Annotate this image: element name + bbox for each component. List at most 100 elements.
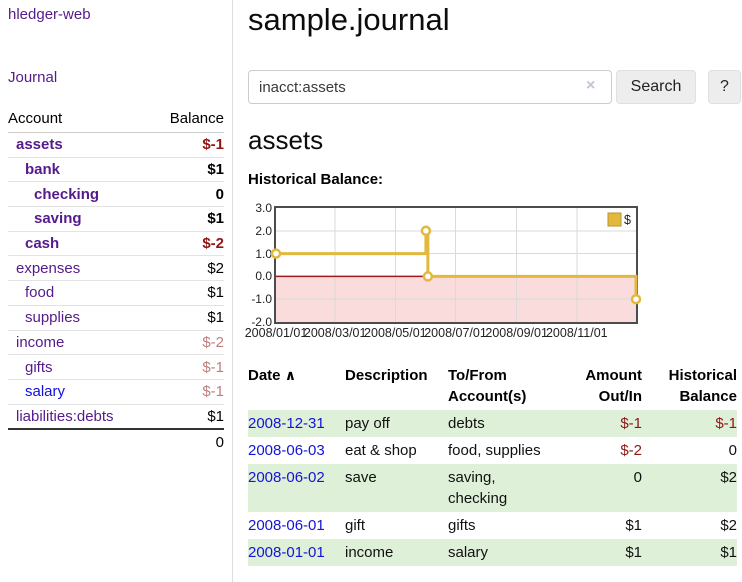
sidebar-account-row: liabilities:debts $1 xyxy=(8,405,224,429)
sidebar-account-balance: $1 xyxy=(207,309,224,327)
y-tick-label: -1.0 xyxy=(251,292,272,307)
transaction-date-link[interactable]: 2008-06-01 xyxy=(248,517,325,534)
transaction-date-link[interactable]: 2008-01-01 xyxy=(248,544,325,561)
transaction-balance: $-1 xyxy=(715,415,737,432)
sidebar-account-row: supplies $1 xyxy=(8,306,224,331)
sidebar-account-link[interactable]: bank xyxy=(25,161,61,179)
search-form: × Search ? xyxy=(248,70,742,104)
sidebar-account-link[interactable]: liabilities:debts xyxy=(16,407,114,425)
column-header-date[interactable]: Date ∧ xyxy=(248,362,345,410)
sidebar-account-row: gifts $-1 xyxy=(8,355,224,380)
sidebar-divider xyxy=(232,0,233,582)
transaction-accounts: saving, checking xyxy=(448,469,508,507)
transaction-balance: 0 xyxy=(728,442,737,459)
page-title: sample.journal xyxy=(248,2,450,37)
sidebar-account-balance: $1 xyxy=(207,210,224,228)
sidebar-account-balance: 0 xyxy=(215,185,224,203)
help-button[interactable]: ? xyxy=(708,70,741,104)
sidebar-account-balance: $-2 xyxy=(202,235,224,253)
accounts-total-value: 0 xyxy=(215,434,224,452)
column-header-description: Description xyxy=(345,367,428,384)
transaction-accounts: debts xyxy=(448,415,485,432)
transaction-amount: 0 xyxy=(633,469,642,486)
legend-label: $ xyxy=(624,213,631,227)
transaction-balance: $1 xyxy=(720,544,737,561)
sidebar-account-link[interactable]: income xyxy=(16,333,65,351)
transaction-date-link[interactable]: 2008-06-02 xyxy=(248,469,325,486)
chart-plot-area: $ xyxy=(270,206,642,324)
sidebar-account-balance: $-2 xyxy=(202,333,224,351)
sidebar-account-link[interactable]: expenses xyxy=(16,259,81,277)
transaction-balance: $2 xyxy=(720,469,737,486)
data-point-marker xyxy=(422,271,434,282)
y-tick-label: 3.0 xyxy=(255,201,272,215)
x-tick-label: 2008/07/01 xyxy=(424,326,487,340)
accounts-header-balance: Balance xyxy=(169,110,224,127)
transaction-date-link[interactable]: 2008-06-03 xyxy=(248,442,325,459)
accounts-tree-header: Account Balance xyxy=(8,106,224,133)
sidebar-account-link[interactable]: assets xyxy=(16,136,63,154)
accounts-header-account: Account xyxy=(8,110,63,127)
register-row: 2008-01-01 income salary $1 $1 xyxy=(248,539,737,566)
sidebar-account-row: food $1 xyxy=(8,281,224,306)
sidebar: hledger-web Journal Account Balance asse… xyxy=(0,0,232,582)
transaction-balance: $2 xyxy=(720,517,737,534)
sidebar-account-balance: $1 xyxy=(207,161,224,179)
x-tick-label: 2008/01/01 xyxy=(244,326,308,340)
transaction-description: eat & shop xyxy=(345,442,417,459)
sidebar-account-link[interactable]: supplies xyxy=(25,309,81,327)
x-tick-label: 2008/09/01 xyxy=(485,326,548,340)
column-header-balance: Historical Balance xyxy=(668,367,737,405)
sidebar-account-link[interactable]: checking xyxy=(34,185,100,203)
transaction-accounts: salary xyxy=(448,544,489,561)
search-input[interactable] xyxy=(248,70,612,104)
sidebar-account-row: bank $1 xyxy=(8,158,224,183)
sidebar-account-row: checking 0 xyxy=(8,182,224,208)
chart-title: Historical Balance: xyxy=(248,171,384,188)
sidebar-account-balance: $-1 xyxy=(202,136,224,154)
sidebar-account-link[interactable]: saving xyxy=(34,210,82,228)
y-tick-label: 1.0 xyxy=(255,246,272,261)
sidebar-account-balance: $2 xyxy=(207,259,224,277)
sidebar-item-journal[interactable]: Journal xyxy=(8,69,58,86)
sidebar-account-row: salary $-1 xyxy=(8,380,224,405)
legend-swatch xyxy=(607,212,622,227)
app-brand-link[interactable]: hledger-web xyxy=(8,6,91,23)
sidebar-account-row: saving $1 xyxy=(8,207,224,232)
sidebar-account-row: assets $-1 xyxy=(8,133,224,158)
sidebar-account-link[interactable]: gifts xyxy=(25,358,53,376)
transaction-amount: $-2 xyxy=(620,442,642,459)
data-point-marker xyxy=(420,225,432,237)
x-tick-label: 2008/11/01 xyxy=(545,326,608,340)
sidebar-account-row: income $-2 xyxy=(8,331,224,356)
sidebar-account-link[interactable]: salary xyxy=(25,383,66,401)
transaction-amount: $1 xyxy=(625,544,642,561)
column-header-accounts: To/From Account(s) xyxy=(448,367,527,405)
sidebar-account-balance: $-1 xyxy=(202,358,224,376)
y-tick-label: 0.0 xyxy=(255,269,272,284)
transaction-description: income xyxy=(345,544,394,561)
register-row: 2008-06-03 eat & shop food, supplies $-2… xyxy=(248,437,737,464)
transaction-date-link[interactable]: 2008-12-31 xyxy=(248,415,325,432)
sidebar-account-balance: $1 xyxy=(207,284,224,302)
historical-balance-chart: 3.0 2.0 1.0 0.0 -1.0 -2.0 $ 2008/01/01 2008/03… xyxy=(245,200,742,342)
column-header-amount: Amount Out/In xyxy=(585,367,642,405)
sidebar-account-row: cash $-2 xyxy=(8,232,224,257)
register-row: 2008-06-02 save saving, checking 0 $2 xyxy=(248,464,737,512)
clear-search-icon[interactable]: × xyxy=(586,77,596,94)
data-point-marker xyxy=(270,248,282,259)
transaction-description: save xyxy=(345,469,377,486)
accounts-tree: Account Balance assets $-1 bank $1 check… xyxy=(8,106,224,455)
register-header-row: Date ∧ Description To/From Account(s) Am… xyxy=(248,362,737,410)
register-table: Date ∧ Description To/From Account(s) Am… xyxy=(248,362,737,566)
data-point-marker xyxy=(630,293,642,305)
transaction-accounts: gifts xyxy=(448,517,476,534)
search-button[interactable]: Search xyxy=(616,70,696,104)
account-heading: assets xyxy=(248,125,324,155)
sidebar-account-balance: $1 xyxy=(207,407,224,425)
sidebar-account-link[interactable]: food xyxy=(25,284,55,302)
transaction-amount: $-1 xyxy=(620,415,642,432)
transaction-description: pay off xyxy=(345,415,390,432)
main-content: sample.journal × Search ? assets Histori… xyxy=(245,0,742,582)
sidebar-account-link[interactable]: cash xyxy=(25,235,60,253)
